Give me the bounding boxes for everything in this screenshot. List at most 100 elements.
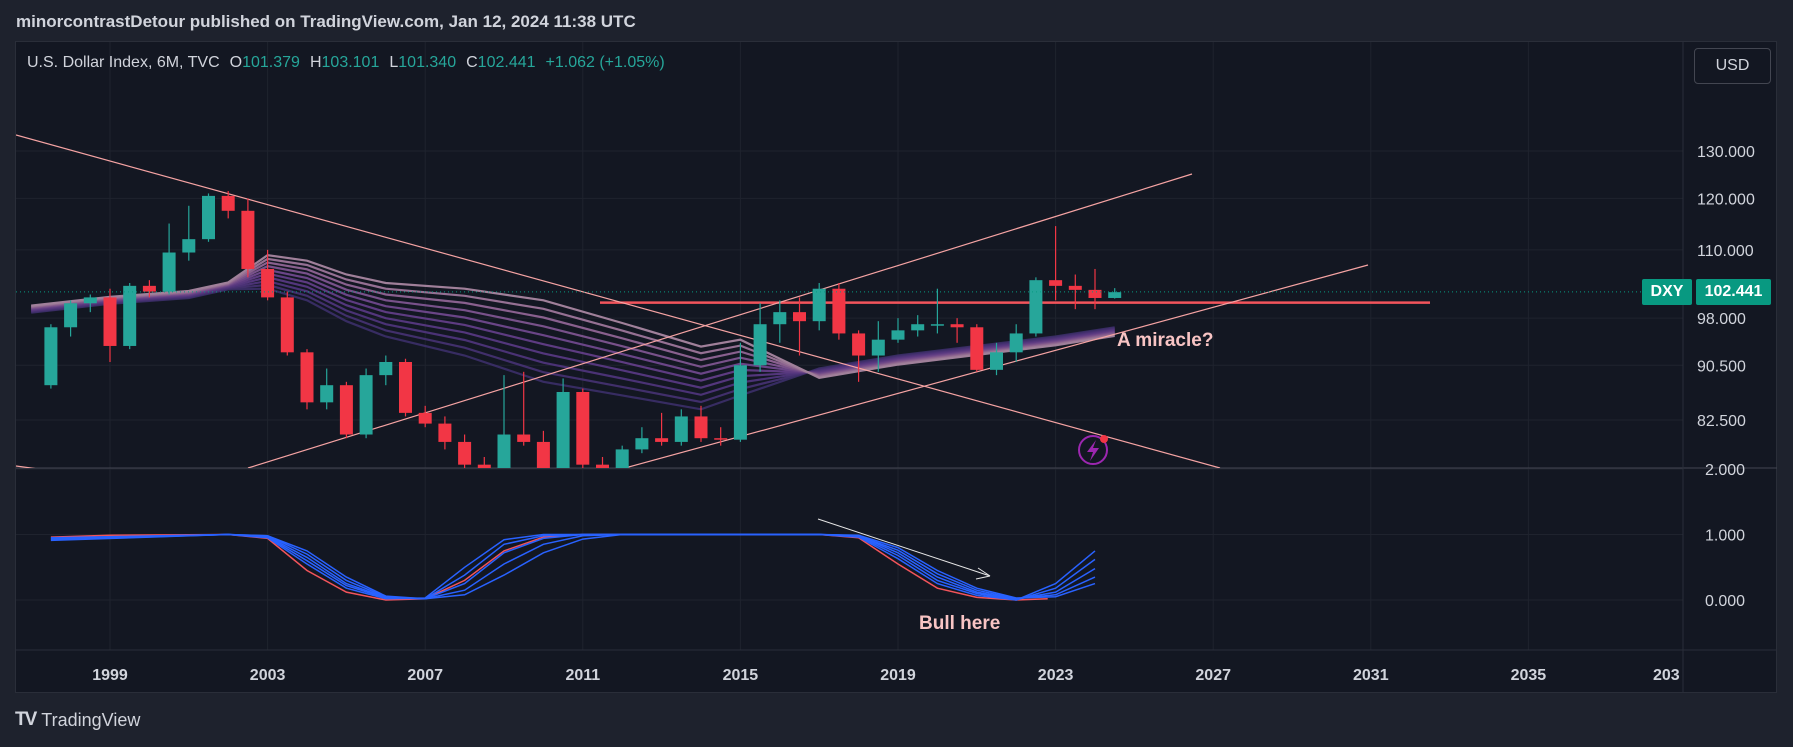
- candle-up: [674, 416, 688, 442]
- trend-arrow: [817, 518, 991, 577]
- candle-up: [182, 239, 196, 253]
- descending-trendline: [16, 134, 1221, 468]
- candle-down: [477, 464, 491, 468]
- candle-down: [261, 268, 275, 298]
- candle-up: [497, 434, 511, 468]
- candle-down: [694, 416, 708, 439]
- candle-up: [891, 330, 905, 340]
- oscillator-line: [50, 533, 1048, 601]
- time-tick-label: 2027: [1195, 667, 1231, 684]
- candle-down: [517, 434, 531, 442]
- descending-trendline-2: [16, 465, 36, 468]
- high-label: H: [309, 54, 322, 71]
- high-value: 103.101: [321, 54, 380, 71]
- candle-down: [103, 297, 117, 346]
- close-label: C: [466, 54, 478, 71]
- ohlc-legend: U.S. Dollar Index, 6M, TVC O101.379 H103.1…: [27, 54, 665, 72]
- ma-line: [31, 254, 1115, 379]
- oscillator-line: [50, 533, 1096, 601]
- candle-up: [202, 195, 215, 240]
- candle-down: [1088, 289, 1102, 298]
- tradingview-brand[interactable]: TV TradingView: [15, 709, 140, 731]
- candle-down: [1068, 285, 1082, 290]
- time-tick-label: 2007: [407, 667, 443, 684]
- candle-up: [930, 324, 944, 326]
- low-value: 101.340: [398, 54, 457, 71]
- time-tick-label: 2035: [1511, 667, 1547, 684]
- annotation-bull-here: Bull here: [919, 613, 1000, 634]
- trend-arrow-head: [975, 567, 991, 580]
- osc-tick-label: 0.000: [1705, 593, 1745, 610]
- upper-channel-line: [247, 173, 1193, 468]
- candle-down: [1049, 280, 1063, 286]
- tradingview-logo-icon: TV: [15, 709, 37, 730]
- price-tag-value: 102.441: [1696, 279, 1771, 305]
- candle-down: [221, 195, 235, 211]
- symbol-label[interactable]: U.S. Dollar Index, 6M, TVC: [27, 54, 220, 71]
- candle-down: [714, 438, 728, 440]
- open-label: O: [229, 54, 243, 71]
- oscillator-pane: [50, 533, 1096, 601]
- oscillator-line: [50, 533, 1096, 601]
- candle-up: [320, 385, 334, 403]
- candle-down: [970, 327, 984, 370]
- open-value: 101.379: [242, 54, 300, 71]
- candle-up: [556, 391, 570, 468]
- candle-down: [300, 352, 314, 403]
- osc-tick-label: 1.000: [1705, 528, 1745, 545]
- candle-up: [1029, 280, 1043, 334]
- candle-up: [44, 327, 58, 386]
- alert-bolt-icon: [1078, 435, 1108, 465]
- candle-down: [536, 441, 550, 468]
- candle-down: [793, 312, 806, 322]
- price-tick-label: 110.000: [1697, 243, 1754, 260]
- candle-up: [123, 285, 137, 346]
- annotation-miracle: A miracle?: [1117, 330, 1213, 351]
- candle-down: [458, 441, 472, 465]
- osc-tick-label: 2.000: [1705, 462, 1745, 479]
- candle-up: [812, 288, 826, 322]
- oscillator-line: [50, 533, 1096, 601]
- candle-down: [418, 412, 432, 424]
- main-pane: [16, 134, 1430, 468]
- oscillator-line: [50, 533, 1096, 600]
- candle-down: [241, 210, 255, 269]
- candle-down: [438, 423, 452, 442]
- candle-down: [339, 385, 353, 435]
- price-axis: 130.000 120.000 110.000 98.000 90.500 82.500 2…: [1697, 144, 1755, 610]
- price-tick-label: 130.000: [1697, 144, 1755, 161]
- time-tick-label: 2019: [880, 667, 916, 684]
- low-label: L: [389, 54, 399, 71]
- time-tick-label: 2031: [1353, 667, 1389, 684]
- candle-up: [615, 449, 629, 468]
- ma-ribbon: [31, 254, 1115, 411]
- time-tick-label: 2011: [565, 667, 600, 684]
- price-tag-symbol: DXY: [1642, 279, 1692, 305]
- alert-dot: [1100, 435, 1108, 443]
- candle-down: [399, 361, 412, 413]
- candle-up: [379, 361, 393, 376]
- candle-up: [64, 303, 78, 328]
- brand-name: TradingView: [41, 709, 141, 730]
- candle-down: [852, 333, 866, 356]
- candle-down: [576, 391, 590, 465]
- candle-up: [635, 438, 649, 450]
- time-axis: 1999 2003 2007 2011 2015 2019 2023 2027 2031 2035…: [92, 667, 1680, 684]
- grid: [16, 42, 1683, 650]
- published-header: minorcontrastDetour published on Trading…: [16, 12, 636, 31]
- time-tick-label: 203: [1653, 667, 1680, 684]
- candle-up: [911, 324, 925, 331]
- oscillator-line: [50, 533, 1096, 600]
- price-tick-label: 90.500: [1697, 358, 1746, 375]
- alert-bolt: [1087, 440, 1099, 461]
- candle-up: [733, 365, 747, 440]
- candles: [44, 191, 1122, 468]
- alert-circle: [1078, 435, 1108, 465]
- currency-button[interactable]: USD: [1694, 48, 1771, 84]
- price-tick-label: 82.500: [1697, 413, 1746, 430]
- candle-up: [359, 375, 373, 435]
- candle-down: [950, 324, 964, 328]
- candle-up: [871, 339, 885, 356]
- candle-down: [280, 297, 294, 353]
